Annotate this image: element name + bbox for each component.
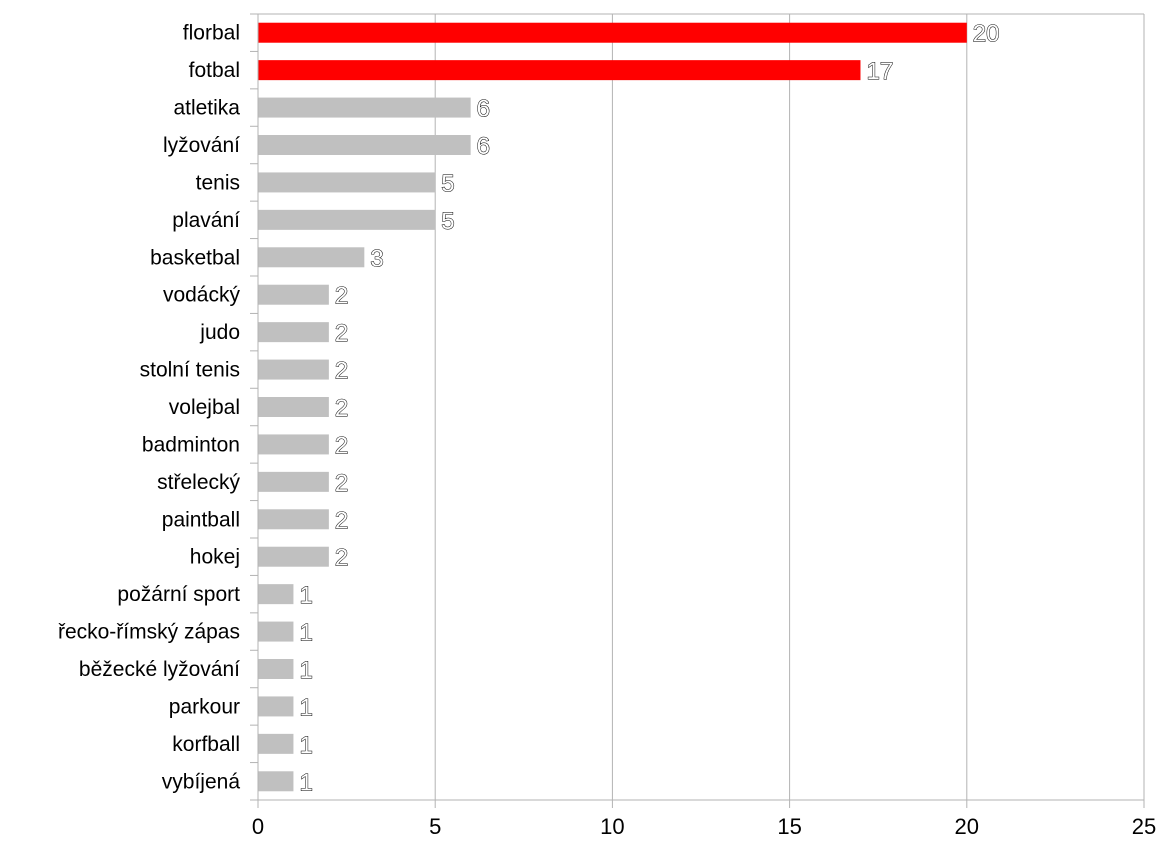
- data-label-17: 1: [299, 657, 312, 684]
- category-label-13: paintball: [162, 508, 240, 531]
- bar-5: [258, 209, 436, 230]
- bar-7: [258, 284, 329, 305]
- x-tick-label-10: 10: [600, 814, 624, 839]
- bar-3: [258, 135, 471, 155]
- bar-17: [258, 659, 294, 679]
- data-label-5: 5: [441, 208, 454, 235]
- bars: [258, 22, 967, 792]
- bar-8: [258, 322, 329, 343]
- category-label-15: požární sport: [117, 583, 240, 606]
- category-label-1: fotbal: [189, 59, 240, 82]
- data-label-18: 1: [299, 694, 312, 721]
- x-tick-label-25: 25: [1132, 814, 1156, 839]
- bar-16: [258, 621, 294, 642]
- bar-0: [258, 22, 967, 43]
- data-label-16: 1: [299, 620, 312, 647]
- bar-6: [258, 247, 365, 268]
- data-label-8: 2: [335, 320, 348, 347]
- grid-lines: [258, 13, 1145, 800]
- data-label-13: 2: [335, 507, 348, 534]
- bar-1: [258, 60, 861, 81]
- category-label-17: běžecké lyžování: [79, 658, 240, 681]
- category-label-9: stolní tenis: [140, 359, 240, 382]
- x-tick-label-20: 20: [955, 814, 979, 839]
- category-label-12: střelecký: [157, 471, 240, 494]
- x-tick-label-0: 0: [252, 814, 264, 839]
- data-label-7: 2: [335, 283, 348, 310]
- data-label-19: 1: [299, 732, 312, 759]
- category-label-7: vodácký: [163, 284, 241, 307]
- bar-20: [258, 771, 294, 792]
- data-label-20: 1: [299, 769, 312, 796]
- data-label-0: 20: [973, 21, 1000, 48]
- category-label-20: vybíjená: [162, 770, 241, 793]
- bar-13: [258, 509, 329, 530]
- bar-12: [258, 471, 329, 492]
- data-label-6: 3: [370, 245, 383, 272]
- category-label-4: tenis: [196, 171, 240, 194]
- bar-18: [258, 696, 294, 717]
- data-label-2: 6: [477, 96, 490, 123]
- data-label-15: 1: [299, 582, 312, 609]
- category-label-14: hokej: [190, 546, 240, 569]
- bar-4: [258, 172, 436, 193]
- category-label-19: korfball: [172, 733, 240, 756]
- data-label-11: 2: [335, 432, 348, 459]
- data-label-10: 2: [335, 395, 348, 422]
- bar-11: [258, 434, 329, 455]
- category-label-0: florbal: [183, 22, 240, 45]
- x-tick-label-5: 5: [429, 814, 441, 839]
- data-label-12: 2: [335, 470, 348, 497]
- data-label-1: 17: [866, 58, 893, 85]
- category-labels: florbal fotbal atletika lyžování tenis plaván…: [58, 22, 241, 794]
- bar-14: [258, 546, 329, 567]
- bar-2: [258, 97, 471, 118]
- category-label-8: judo: [199, 321, 240, 344]
- data-label-3: 6: [477, 133, 490, 160]
- category-label-16: řecko-římský zápas: [58, 621, 240, 644]
- axes: [250, 13, 1145, 808]
- bar-10: [258, 397, 329, 417]
- category-label-6: basketbal: [150, 246, 240, 269]
- bar-19: [258, 733, 294, 754]
- bar-15: [258, 584, 294, 605]
- category-label-5: plavání: [172, 209, 240, 232]
- category-label-18: parkour: [169, 695, 240, 718]
- bar-9: [258, 359, 329, 380]
- category-label-3: lyžování: [163, 134, 240, 157]
- data-label-14: 2: [335, 545, 348, 572]
- tick-labels: 0 5 10 15 20 25: [252, 814, 1156, 839]
- category-label-2: atletika: [173, 97, 240, 120]
- category-label-10: volejbal: [169, 396, 240, 419]
- category-label-11: badminton: [142, 433, 240, 456]
- x-tick-label-15: 15: [777, 814, 801, 839]
- data-label-4: 5: [441, 170, 454, 197]
- data-label-9: 2: [335, 358, 348, 385]
